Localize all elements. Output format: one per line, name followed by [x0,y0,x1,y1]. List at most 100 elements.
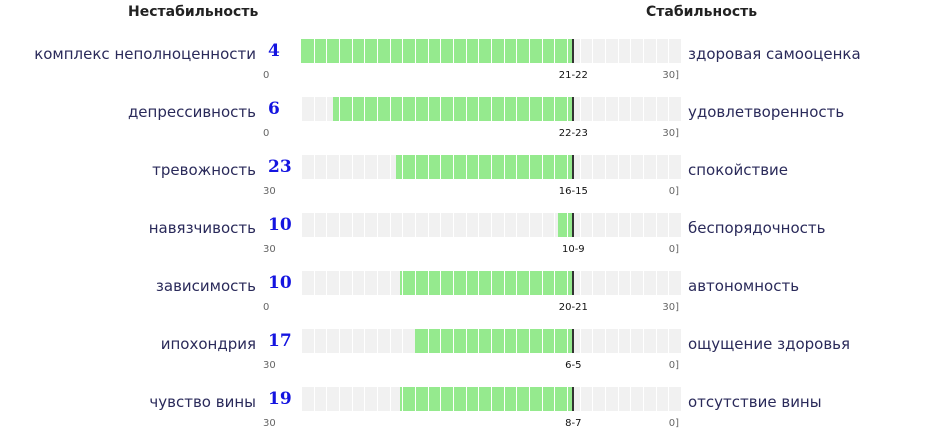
scale-max-label: 0] [668,360,679,371]
score-bar [415,329,574,353]
score-bar-divider [541,271,543,295]
score-bar-divider [402,39,404,63]
score-value: 4 [268,41,280,61]
scale-cell [655,155,669,179]
norm-marker [572,39,575,63]
score-value: 17 [268,331,292,351]
score-bar-divider [529,329,530,353]
score-bar-divider [491,387,492,411]
score-bar-divider [440,329,442,353]
right-pole-label: здоровая самооценка [688,45,861,63]
scale-cell [364,271,377,295]
score-value: 10 [268,215,292,235]
scale-max-label: 30] [662,70,679,81]
score-bar-divider [491,97,492,121]
score-bar-divider [377,97,378,121]
scale-cell [643,155,656,179]
scale-row: ипохондрия 17 ощущение здоровья 30 6-5 0] [0,323,935,381]
norm-range-label: 6-5 [565,360,582,371]
score-bar-divider [440,39,442,63]
scale-cell [339,387,352,411]
scale-cell [579,271,593,295]
score-bar-divider [554,155,556,179]
scale-cell [605,387,618,411]
right-pole-label: отсутствие вины [688,393,822,411]
scale-cell [351,387,365,411]
norm-marker [572,387,575,411]
score-bar [396,155,574,179]
scale-cell [364,329,377,353]
score-bar-divider [453,39,454,63]
scale-row: тревожность 23 спокойствие 30 16-15 0] [0,149,935,207]
scale-max-label: 30] [662,302,679,313]
score-bar-divider [554,39,556,63]
score-bar-divider [440,97,442,121]
score-bar-divider [567,329,568,353]
scale-track [301,271,681,295]
scale-cell [351,271,365,295]
score-bar-divider [516,39,518,63]
scale-cell [630,213,643,237]
scale-min-label: 0 [263,70,270,81]
scale-cell [326,387,339,411]
scale-cell [617,329,631,353]
scale-row: чувство вины 19 отсутствие вины 30 8-7 0] [0,381,935,439]
scale-cell [668,387,681,411]
scale-cell [592,155,605,179]
score-bar-divider [415,97,416,121]
score-bar-divider [415,271,416,295]
scale-min-label: 30 [263,186,276,197]
score-bar-divider [427,39,429,63]
scale-cell [617,387,631,411]
scale-min-label: 30 [263,360,276,371]
score-bar-divider [427,387,429,411]
scale-cell [668,213,681,237]
scale-cell [351,329,365,353]
score-bar-divider [415,387,416,411]
scale-max-label: 0] [668,244,679,255]
scale-cell [655,39,669,63]
scale-cell [301,271,314,295]
scale-track [301,155,681,179]
score-bar-divider [554,97,556,121]
scale-cell [643,39,656,63]
scale-cell [326,271,339,295]
score-bar-divider [389,97,391,121]
scale-track [301,97,681,121]
scale-cell [605,271,618,295]
norm-marker [572,213,575,237]
score-bar-divider [491,271,492,295]
score-bar-divider [478,39,480,63]
score-bar-divider [503,329,505,353]
score-value: 10 [268,273,292,293]
norm-marker [572,329,575,353]
score-bar-divider [453,271,454,295]
score-bar-divider [516,271,518,295]
scale-cell [605,155,618,179]
score-bar-divider [377,39,378,63]
score-bar-divider [478,387,480,411]
score-bar-divider [567,97,568,121]
left-scale-header: Нестабильность [128,4,259,20]
score-bar-divider [478,271,480,295]
scale-cell [377,271,390,295]
score-bar-divider [554,387,556,411]
scale-cell [592,387,605,411]
scale-cell [427,213,441,237]
scale-row: комплекс неполноценности 4 здоровая самооц… [0,33,935,91]
score-bar-divider [529,39,530,63]
score-value: 19 [268,389,292,409]
score-bar-divider [453,155,454,179]
score-bar-divider [453,387,454,411]
score-bar [558,213,574,237]
score-bar-divider [389,39,391,63]
scale-cell [655,387,669,411]
scale-max-label: 0] [668,186,679,197]
scale-cell [592,213,605,237]
score-bar [332,97,574,121]
scale-cell [389,387,403,411]
scale-cell [351,155,365,179]
score-bar-divider [529,155,530,179]
scale-cell [592,329,605,353]
scale-cell [617,39,631,63]
